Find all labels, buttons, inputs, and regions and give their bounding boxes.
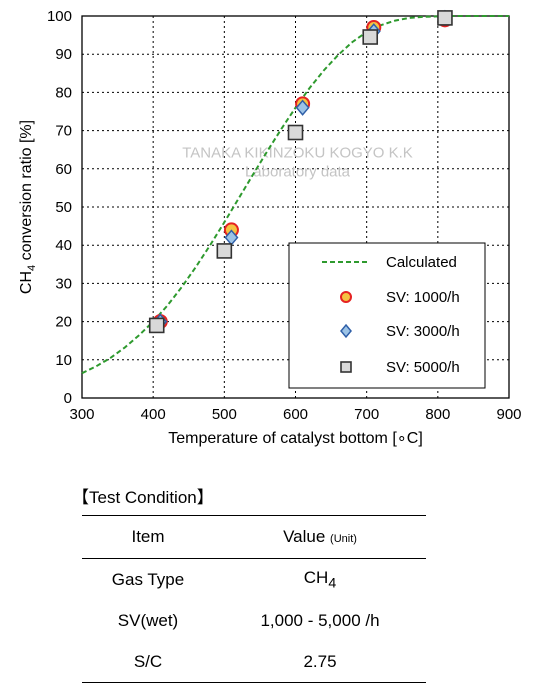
legend-label: SV: 1000/h: [386, 289, 460, 306]
row-item: Gas Type: [111, 569, 185, 589]
y-tick-label: 100: [47, 8, 72, 25]
y-axis-label: CH4 conversion ratio [%]: [18, 120, 38, 294]
y-tick-label: 60: [55, 161, 72, 178]
x-tick-label: 900: [496, 406, 521, 423]
sv5000-point: [287, 124, 304, 141]
sv5000-point: [216, 243, 233, 259]
row-value-main: 1,000 - 5,000 /h: [260, 610, 380, 630]
watermark-line-1: TANAKA KIKINZOKU KOGYO K.K: [182, 144, 413, 161]
test-condition-title: 【Test Condition】: [72, 488, 214, 507]
y-tick-label: 80: [55, 84, 72, 101]
header-value-label: Value: [283, 527, 331, 546]
row-value-main: CH: [303, 567, 329, 587]
table-header-row: Item Value (Unit): [82, 515, 426, 559]
sv3000-point: [295, 99, 310, 116]
x-tick-label: 400: [141, 406, 166, 423]
y-tick-label: 20: [55, 314, 72, 331]
plot-frame: [81, 15, 510, 399]
x-tick-label: 700: [354, 406, 379, 423]
legend-diamond-marker: [340, 323, 352, 339]
row-value: CH4: [214, 559, 426, 601]
row-item: SV(wet): [117, 610, 179, 630]
row-value: 1,000 - 5,000 /h: [214, 600, 426, 641]
row-value-main: 2.75: [303, 651, 337, 671]
header-unit: (Unit): [330, 533, 357, 545]
y-tick-label: 90: [55, 46, 72, 63]
table-row: SV(wet) 1,000 - 5,000 /h: [82, 600, 426, 641]
x-tick-label: 300: [69, 406, 94, 423]
table-row: Gas Type CH4: [82, 559, 426, 601]
y-tick-label: 50: [55, 199, 72, 216]
header-item: Item: [82, 515, 214, 559]
y-tick-label: 40: [55, 237, 72, 254]
sv5000-point: [148, 317, 165, 334]
legend-box: [288, 242, 486, 389]
sv5000-point: [437, 10, 453, 26]
y-tick-label: 10: [55, 352, 72, 369]
row-item: S/C: [82, 641, 214, 683]
legend-square-marker: [340, 361, 352, 373]
legend-circle-marker: [340, 291, 352, 303]
legend-label: SV: 5000/h: [386, 359, 460, 376]
sv5000-point: [362, 29, 379, 45]
table-row: S/C 2.75: [82, 641, 426, 683]
conversion-chart: 300 400 500 600 700 800 900 0 10 20 30 40 50 60 70 80 90…: [18, 8, 522, 447]
legend-label: SV: 3000/h: [386, 323, 460, 340]
y-tick-label: 0: [64, 390, 72, 407]
legend-label: Calculated: [386, 254, 457, 271]
y-tick-label: 30: [55, 275, 72, 292]
test-condition-table: Item Value (Unit) Gas Type CH4 SV(wet) 1…: [82, 515, 426, 683]
header-value: Value (Unit): [214, 515, 426, 559]
row-value: 2.75: [214, 641, 426, 683]
x-tick-label: 800: [425, 406, 450, 423]
x-tick-label: 500: [212, 406, 237, 423]
y-tick-label: 70: [55, 123, 72, 140]
x-tick-label: 600: [283, 406, 308, 423]
watermark-line-2: Laboratory data: [245, 163, 351, 180]
x-axis-label: Temperature of catalyst bottom [∘C]: [168, 430, 423, 447]
row-value-sub: 4: [328, 575, 337, 592]
